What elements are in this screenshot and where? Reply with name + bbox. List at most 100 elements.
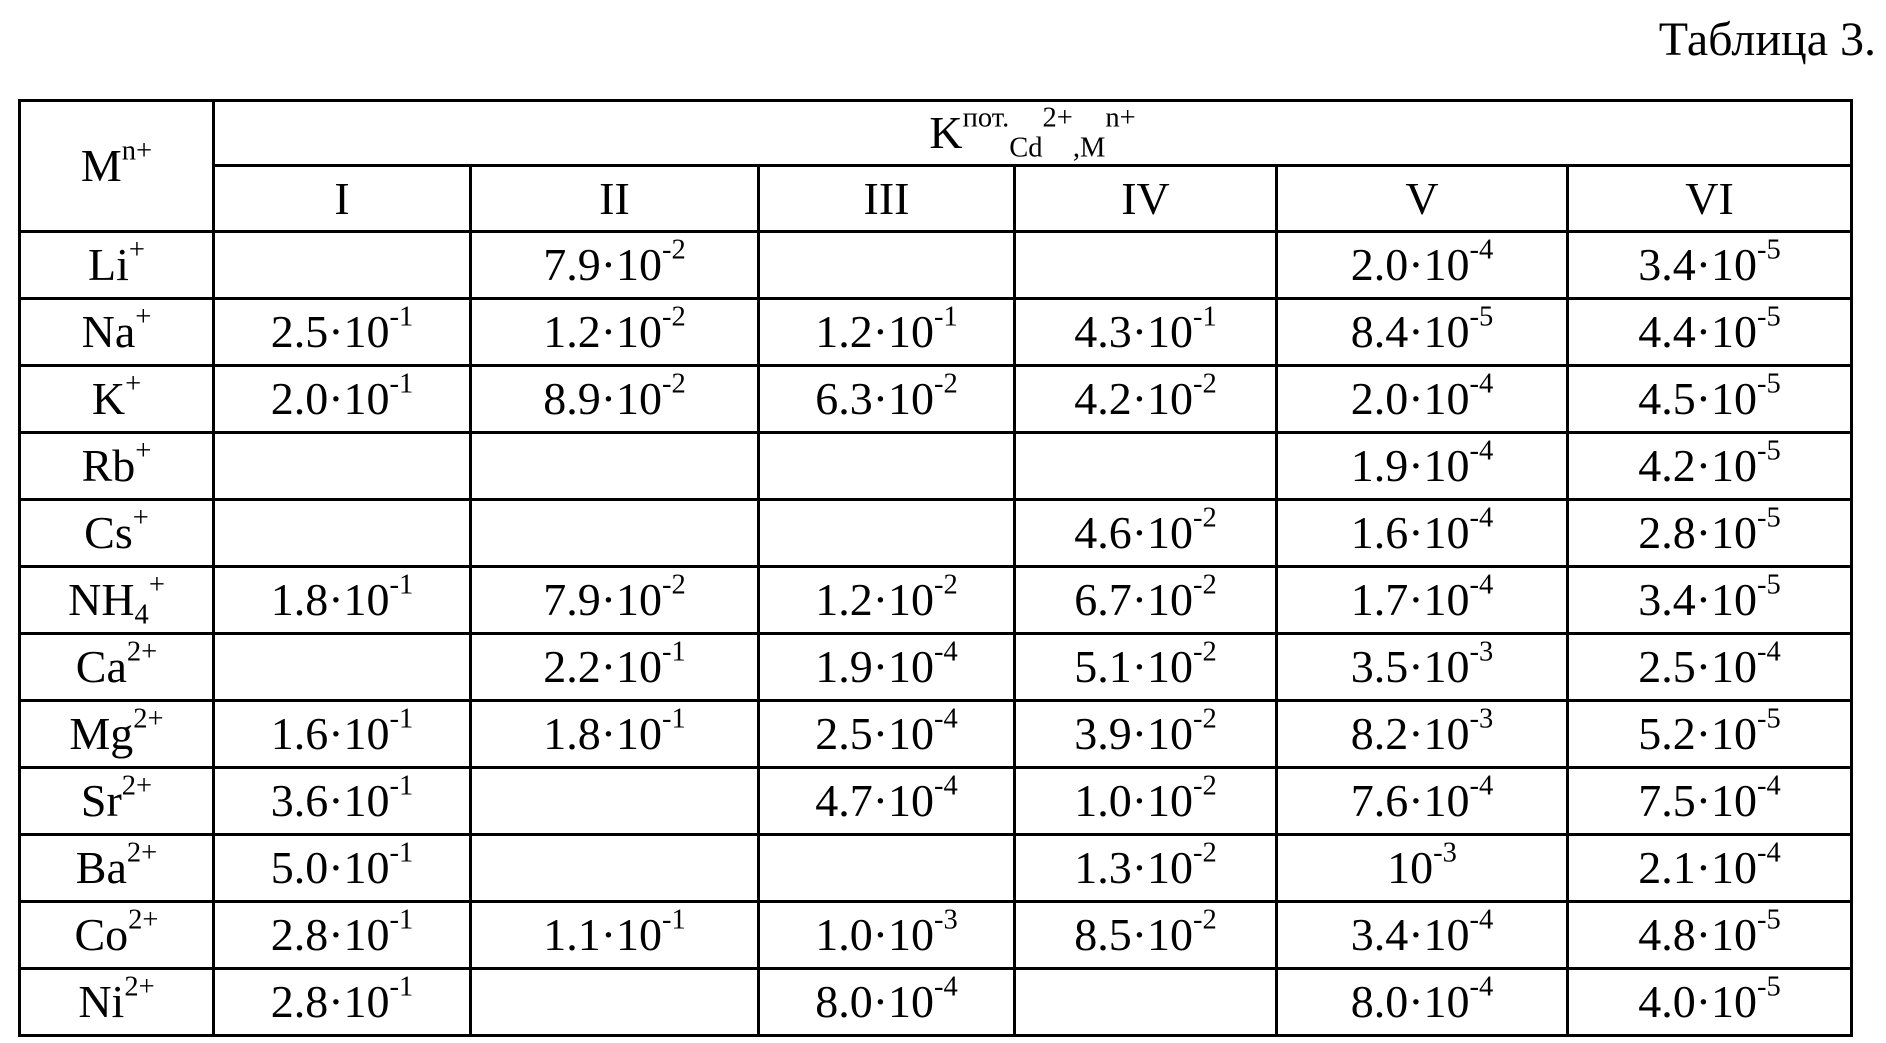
exponent: -2: [662, 235, 686, 266]
data-row: NH4+1.8·10-17.9·10-21.2·10-26.7·10-21.7·…: [20, 567, 1852, 634]
exponent: -2: [1193, 771, 1217, 802]
mantissa: 4.6·10: [1074, 507, 1193, 558]
mantissa: 4.8·10: [1638, 909, 1757, 960]
exponent: -4: [934, 704, 958, 735]
value-cell: [759, 835, 1015, 902]
ion-cell: Ca2+: [20, 634, 214, 701]
value-cell: 3.4·10-4: [1277, 902, 1568, 969]
exponent: -5: [1757, 905, 1781, 936]
mantissa: 2.0·10: [1351, 239, 1470, 290]
value-cell: 5.0·10-1: [214, 835, 471, 902]
exponent: -3: [1470, 637, 1494, 668]
ion-base: M: [81, 140, 122, 191]
value-cell: 3.4·10-5: [1568, 567, 1852, 634]
ion-base: Ba: [76, 842, 127, 893]
ion-sup: +: [125, 369, 141, 400]
exponent: -1: [390, 771, 414, 802]
value-cell: 1.2·10-1: [759, 299, 1015, 366]
value-cell: 1.9·10-4: [759, 634, 1015, 701]
value-cell: 2.5·10-4: [759, 701, 1015, 768]
value-cell: 2.0·10-4: [1277, 366, 1568, 433]
value-cell: 2.5·10-1: [214, 299, 471, 366]
exponent: -4: [1757, 838, 1781, 869]
mantissa: 7.9·10: [543, 239, 662, 290]
exponent: -4: [1470, 771, 1494, 802]
value-cell: 3.6·10-1: [214, 768, 471, 835]
ion-sup: 2+: [122, 771, 152, 802]
value-cell: [471, 768, 759, 835]
value-cell: 3.4·10-5: [1568, 232, 1852, 299]
table: Mn+Kпот.Cd2+,Mn+IIIIIIIVVVILi+7.9·10-22.…: [18, 99, 1853, 1037]
exponent: -1: [662, 704, 686, 735]
mantissa: 4.3·10: [1074, 306, 1193, 357]
mantissa: 4.4·10: [1638, 306, 1757, 357]
exponent: -1: [390, 570, 414, 601]
exponent: -2: [1193, 637, 1217, 668]
ion-base: K: [92, 373, 125, 424]
exponent: -2: [662, 302, 686, 333]
superscript: n+: [1105, 103, 1135, 134]
value-cell: 1.6·10-4: [1277, 500, 1568, 567]
value-cell: 2.8·10-1: [214, 902, 471, 969]
mantissa: 2.5·10: [1638, 641, 1757, 692]
value-cell: 2.2·10-1: [471, 634, 759, 701]
ion-sup: 2+: [127, 637, 157, 668]
data-row: Na+2.5·10-11.2·10-21.2·10-14.3·10-18.4·1…: [20, 299, 1852, 366]
exponent: -2: [1193, 570, 1217, 601]
value-cell: 5.1·10-2: [1015, 634, 1277, 701]
ion-cell: Co2+: [20, 902, 214, 969]
ion-sub: 4: [135, 600, 149, 631]
ion-base: Na: [82, 306, 136, 357]
ion-sup: 2+: [124, 972, 154, 1003]
exponent: -4: [934, 637, 958, 668]
exponent: -4: [1757, 771, 1781, 802]
data-row: Ni2+2.8·10-18.0·10-48.0·10-44.0·10-5: [20, 969, 1852, 1036]
mantissa: 2.0·10: [1351, 373, 1470, 424]
exponent: -2: [1193, 704, 1217, 735]
value-cell: 1.8·10-1: [471, 701, 759, 768]
ion-sup: +: [149, 570, 165, 601]
mantissa: 1.9·10: [1351, 440, 1470, 491]
exponent: -3: [1470, 704, 1494, 735]
exponent: -5: [1757, 302, 1781, 333]
column-header: III: [759, 166, 1015, 232]
value-cell: 5.2·10-5: [1568, 701, 1852, 768]
ion-cell: Rb+: [20, 433, 214, 500]
exponent: -4: [1470, 436, 1494, 467]
mantissa: 3.4·10: [1351, 909, 1470, 960]
value-cell: 7.5·10-4: [1568, 768, 1852, 835]
exponent: -2: [1193, 838, 1217, 869]
mantissa: 2.8·10: [271, 909, 390, 960]
data-row: Co2+2.8·10-11.1·10-11.0·10-38.5·10-23.4·…: [20, 902, 1852, 969]
value-cell: 4.8·10-5: [1568, 902, 1852, 969]
mantissa: 1.2·10: [815, 306, 934, 357]
value-cell: 4.0·10-5: [1568, 969, 1852, 1036]
mantissa: 5.2·10: [1638, 708, 1757, 759]
ion-cell: K+: [20, 366, 214, 433]
data-row: Mg2+1.6·10-11.8·10-12.5·10-43.9·10-28.2·…: [20, 701, 1852, 768]
exponent: -4: [1470, 972, 1494, 1003]
exponent: -5: [1757, 369, 1781, 400]
value-cell: 2.5·10-4: [1568, 634, 1852, 701]
exponent: -4: [934, 972, 958, 1003]
ion-base: Ni: [78, 976, 124, 1027]
data-row: Ba2+5.0·10-11.3·10-210-32.1·10-4: [20, 835, 1852, 902]
mantissa: 4.2·10: [1074, 373, 1193, 424]
mantissa: 1.0·10: [815, 909, 934, 960]
mantissa: 2.8·10: [271, 976, 390, 1027]
value-cell: [759, 433, 1015, 500]
corner-cell: Mn+: [20, 101, 214, 232]
value-cell: 7.9·10-2: [471, 567, 759, 634]
value-cell: [759, 232, 1015, 299]
value-cell: 2.8·10-5: [1568, 500, 1852, 567]
exponent: -2: [934, 369, 958, 400]
data-row: Cs+4.6·10-21.6·10-42.8·10-5: [20, 500, 1852, 567]
mantissa: 1.7·10: [1351, 574, 1470, 625]
mantissa: 4.0·10: [1638, 976, 1757, 1027]
exponent: -4: [1757, 637, 1781, 668]
value-cell: 1.8·10-1: [214, 567, 471, 634]
value-cell: 8.4·10-5: [1277, 299, 1568, 366]
value-cell: 4.7·10-4: [759, 768, 1015, 835]
exponent: -4: [1470, 570, 1494, 601]
subscript: ,M: [1073, 133, 1105, 164]
